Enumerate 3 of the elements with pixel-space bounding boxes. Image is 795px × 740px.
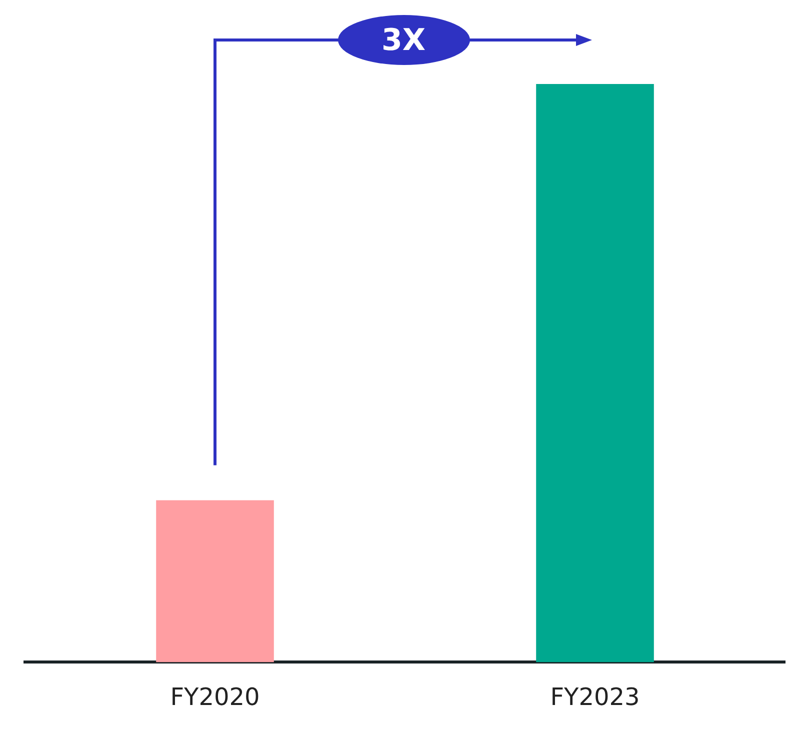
- x-tick-label: FY2023: [550, 682, 640, 711]
- text: 3X: [338, 15, 470, 65]
- x-tick-label: FY2020: [170, 682, 260, 711]
